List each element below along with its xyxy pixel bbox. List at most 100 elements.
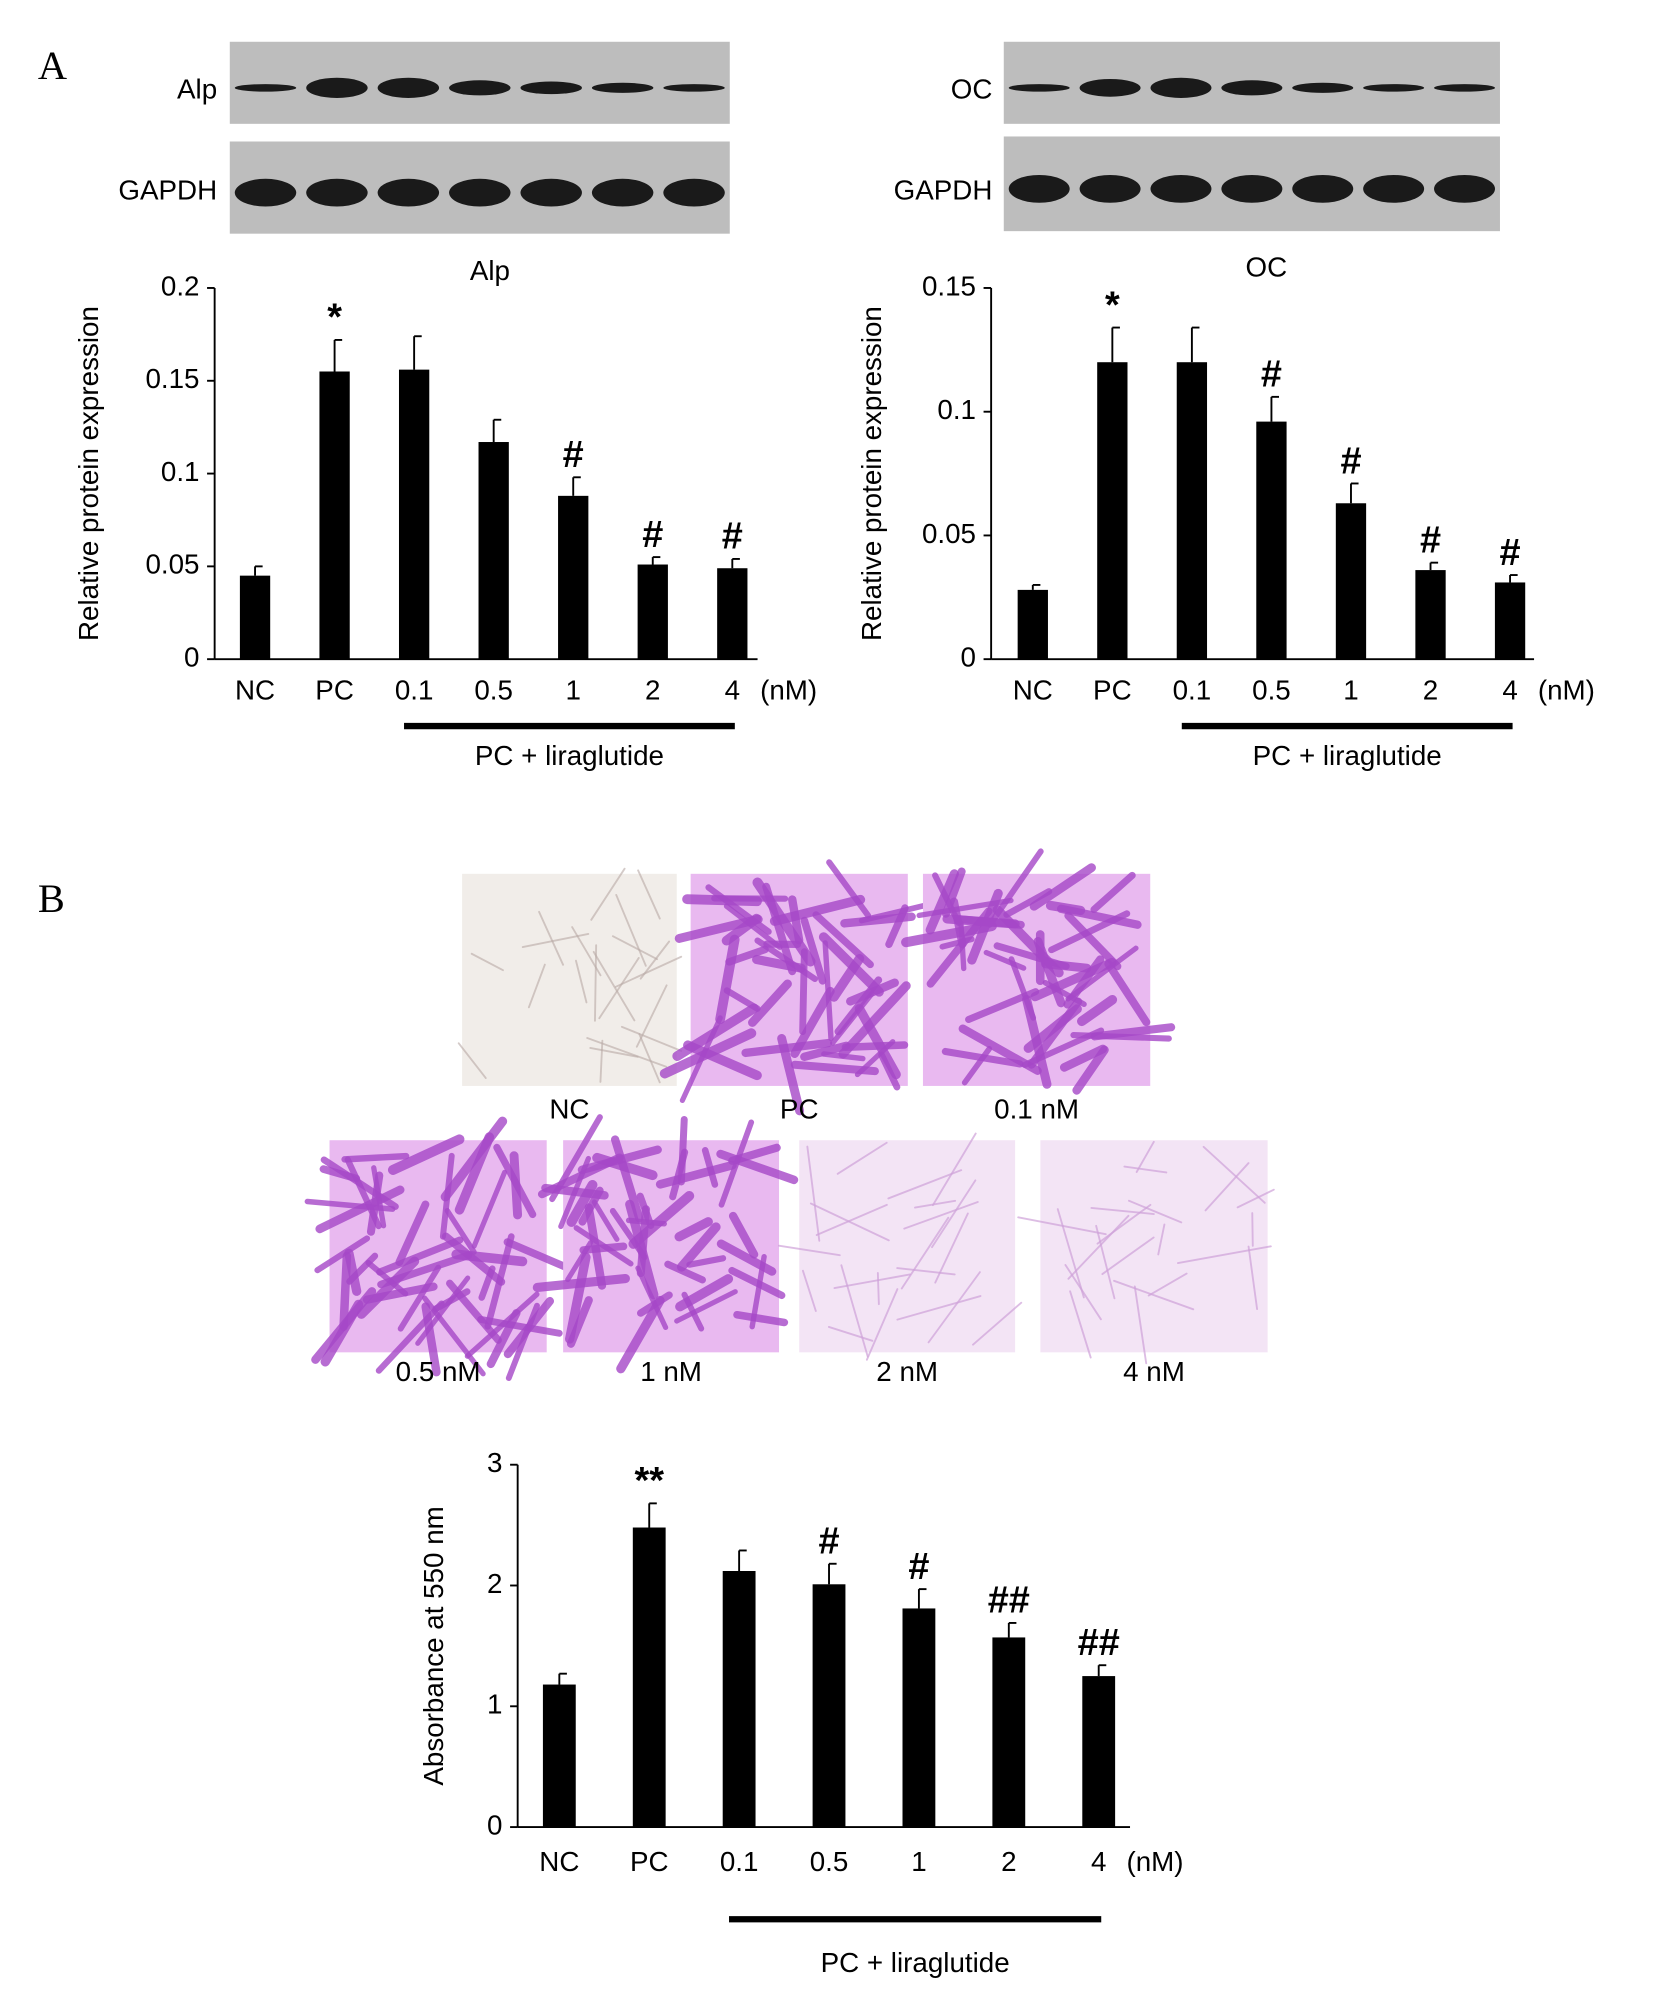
bar xyxy=(240,576,270,660)
y-tick-label: 0.2 xyxy=(161,270,200,301)
x-tick-label: NC xyxy=(235,674,275,705)
y-axis-label: Relative protein expression xyxy=(856,306,887,641)
blot-band xyxy=(1009,84,1070,92)
micrograph xyxy=(1040,1140,1267,1352)
bar xyxy=(1495,582,1525,659)
micrograph-label: 1 nM xyxy=(640,1356,702,1387)
error-bar xyxy=(649,1503,657,1527)
error-bar xyxy=(1112,328,1120,363)
blot-band xyxy=(1292,175,1353,203)
bar xyxy=(1097,362,1127,659)
group-label: PC + liraglutide xyxy=(1253,740,1442,771)
blot-band xyxy=(1363,84,1424,92)
error-bar xyxy=(829,1564,837,1585)
panel-label: B xyxy=(38,876,65,921)
x-tick-label: PC xyxy=(315,674,354,705)
error-bar xyxy=(1009,1623,1017,1637)
error-bar xyxy=(1271,397,1279,422)
bar xyxy=(813,1584,846,1827)
y-tick-label: 0.1 xyxy=(937,394,976,425)
y-tick-label: 0 xyxy=(184,642,199,673)
blot-band xyxy=(1150,78,1211,98)
blot-band xyxy=(449,179,510,207)
y-tick-label: 2 xyxy=(487,1568,502,1599)
x-tick-label: 0.1 xyxy=(395,674,434,705)
bar xyxy=(1018,590,1048,659)
y-tick-label: 1 xyxy=(487,1689,502,1720)
blot-band xyxy=(592,83,653,93)
micrograph xyxy=(462,874,677,1086)
significance-mark: * xyxy=(1105,284,1120,326)
error-bar xyxy=(559,1674,567,1685)
error-bar xyxy=(919,1589,927,1608)
bar xyxy=(543,1685,576,1828)
y-axis-label: Relative protein expression xyxy=(73,306,104,641)
blot-band xyxy=(1434,84,1495,92)
x-tick-label: NC xyxy=(1013,674,1053,705)
blot-band xyxy=(663,84,724,92)
blot-band xyxy=(520,82,581,95)
blot-band xyxy=(1150,175,1211,203)
micrograph xyxy=(799,1140,1015,1352)
error-bar xyxy=(1510,575,1518,582)
bar xyxy=(903,1608,936,1827)
significance-mark: ## xyxy=(988,1580,1030,1622)
chart-title: OC xyxy=(1246,251,1288,282)
x-unit: (nM) xyxy=(1126,1846,1183,1877)
blot-label: OC xyxy=(951,73,993,104)
blot-band xyxy=(1221,175,1282,203)
x-tick-label: 0.5 xyxy=(474,674,513,705)
blot-label: GAPDH xyxy=(894,174,993,205)
bar xyxy=(319,371,349,659)
x-tick-label: PC xyxy=(630,1846,669,1877)
error-bar xyxy=(494,420,502,442)
bar xyxy=(1336,503,1366,659)
micrograph-label: 2 nM xyxy=(876,1356,938,1387)
blot-band xyxy=(592,179,653,207)
bar xyxy=(1415,570,1445,659)
blot-band xyxy=(235,84,296,92)
significance-mark: * xyxy=(327,297,342,339)
y-tick-label: 0 xyxy=(487,1809,502,1840)
x-tick-label: 0.1 xyxy=(720,1846,759,1877)
micrograph-label: PC xyxy=(780,1094,819,1125)
blot-band xyxy=(378,179,439,207)
cell xyxy=(1051,906,1081,911)
y-tick-label: 0.15 xyxy=(145,363,199,394)
bar xyxy=(992,1637,1025,1827)
y-tick-label: 0.05 xyxy=(922,518,976,549)
cell xyxy=(345,1156,407,1159)
blot-band xyxy=(235,179,296,207)
error-bar xyxy=(739,1550,747,1571)
significance-mark: # xyxy=(1261,354,1282,396)
micrograph-label: NC xyxy=(549,1094,589,1125)
blot-band xyxy=(1292,83,1353,93)
blot-label: Alp xyxy=(177,73,217,104)
blot-label: GAPDH xyxy=(118,174,217,205)
cell xyxy=(803,952,805,1032)
blot-band xyxy=(1009,175,1070,203)
blot-band xyxy=(306,179,367,207)
x-unit: (nM) xyxy=(1538,674,1595,705)
blot-band xyxy=(449,80,510,95)
error-bar xyxy=(653,557,661,564)
significance-mark: # xyxy=(818,1521,839,1563)
panel-label: A xyxy=(38,43,67,88)
significance-mark: ** xyxy=(634,1460,664,1502)
blot-band xyxy=(1434,175,1495,203)
bar xyxy=(1082,1676,1115,1827)
significance-mark: # xyxy=(1500,532,1521,574)
error-bar xyxy=(335,340,343,372)
error-bar xyxy=(255,566,263,575)
x-tick-label: 0.5 xyxy=(1252,674,1291,705)
x-tick-label: 1 xyxy=(565,674,580,705)
micrograph-label: 0.5 nM xyxy=(396,1356,481,1387)
significance-mark: # xyxy=(908,1546,929,1588)
error-bar xyxy=(573,477,581,496)
y-tick-label: 0 xyxy=(961,642,976,673)
bar xyxy=(717,568,747,659)
group-label: PC + liraglutide xyxy=(475,740,664,771)
significance-mark: # xyxy=(1420,519,1441,561)
y-tick-label: 0.15 xyxy=(922,270,976,301)
